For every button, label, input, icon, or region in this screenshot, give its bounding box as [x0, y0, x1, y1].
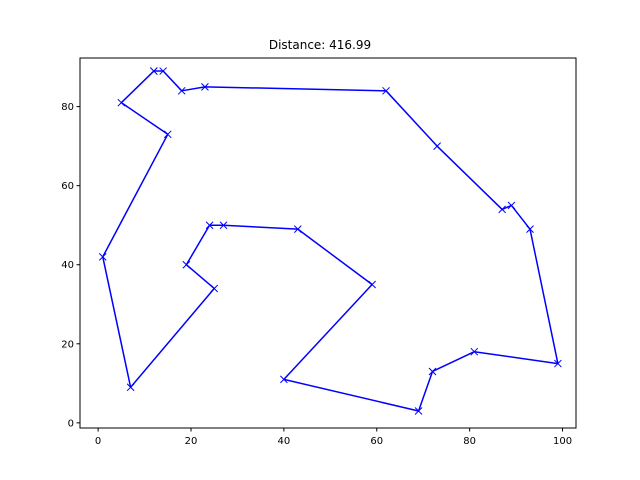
city-point — [126, 383, 135, 392]
y-tick-label: 20 — [61, 339, 74, 350]
y-tick-label: 0 — [68, 418, 74, 429]
city-point — [182, 260, 191, 269]
x-tick-label: 20 — [185, 436, 198, 447]
x-tick-label: 0 — [95, 436, 101, 447]
city-point — [382, 86, 390, 95]
x-tick-label: 100 — [553, 436, 572, 447]
x-tick-label: 40 — [278, 436, 291, 447]
chart-title: Distance: 416.99 — [269, 38, 371, 52]
city-point — [219, 221, 228, 230]
y-axis: 0 20 40 60 80 — [61, 102, 80, 429]
city-point — [98, 252, 107, 261]
plot-area — [98, 67, 562, 415]
city-point — [428, 367, 437, 376]
x-tick-label: 80 — [463, 436, 476, 447]
city-point — [507, 201, 516, 210]
city-point — [554, 359, 562, 368]
x-axis: 0 20 40 60 80 100 — [95, 428, 572, 447]
city-point — [293, 225, 302, 234]
x-tick-label: 60 — [370, 436, 383, 447]
y-tick-label: 60 — [61, 181, 74, 192]
city-point — [159, 67, 167, 75]
city-point — [163, 130, 172, 139]
city-point — [368, 280, 376, 289]
y-tick-label: 80 — [61, 102, 74, 113]
y-tick-label: 40 — [61, 260, 74, 271]
city-point — [470, 347, 479, 356]
city-point — [280, 375, 288, 384]
city-point — [414, 407, 423, 415]
city-point — [177, 86, 186, 95]
axes-frame — [79, 57, 577, 429]
city-point — [498, 205, 507, 214]
tour-path-line — [102, 70, 559, 412]
city-point — [201, 83, 209, 91]
city-point — [526, 225, 534, 234]
city-point — [149, 67, 158, 75]
city-point — [205, 221, 214, 230]
city-point — [117, 98, 126, 107]
city-point — [210, 284, 219, 293]
city-point — [433, 142, 441, 151]
